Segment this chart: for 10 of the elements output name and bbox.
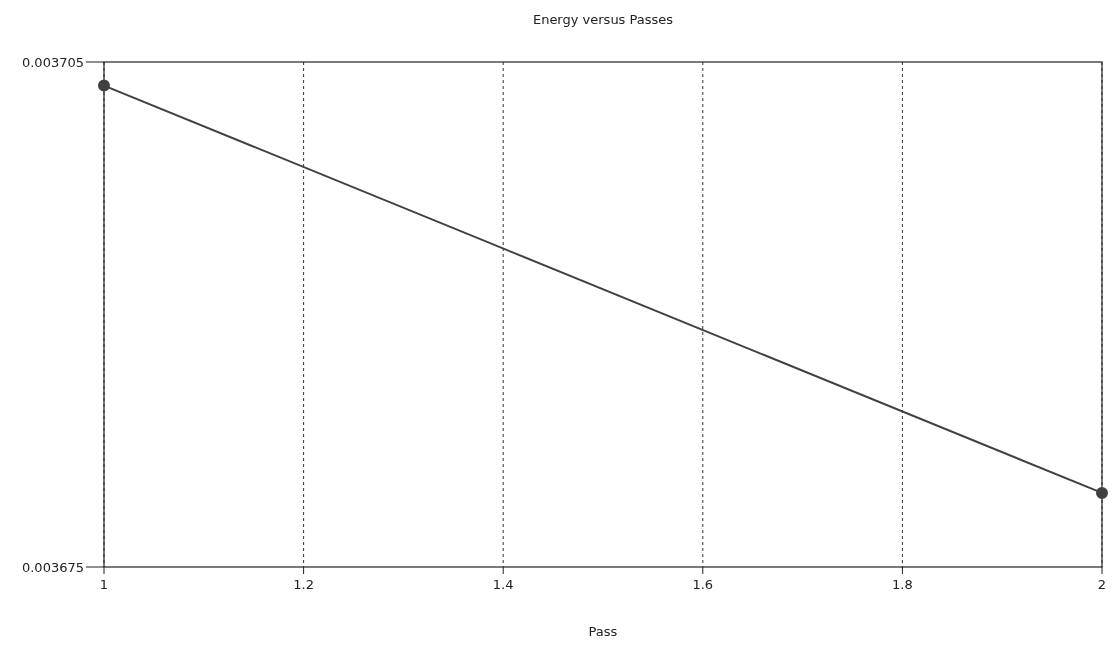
chart-title: Energy versus Passes	[532, 12, 674, 27]
x-axis-title: Pass	[588, 624, 618, 639]
x-tick-label: 1.4	[492, 577, 514, 592]
x-tick-label: 1	[99, 577, 109, 592]
y-tick-label: 0.003705	[21, 54, 84, 70]
x-tick-label: 1.6	[692, 577, 714, 592]
x-tick-label: 1.8	[892, 577, 913, 592]
y-tick-label: 0.003675	[21, 559, 84, 575]
x-tick-label: 1.2	[293, 577, 314, 592]
x-tick-label: 2	[1097, 577, 1107, 592]
